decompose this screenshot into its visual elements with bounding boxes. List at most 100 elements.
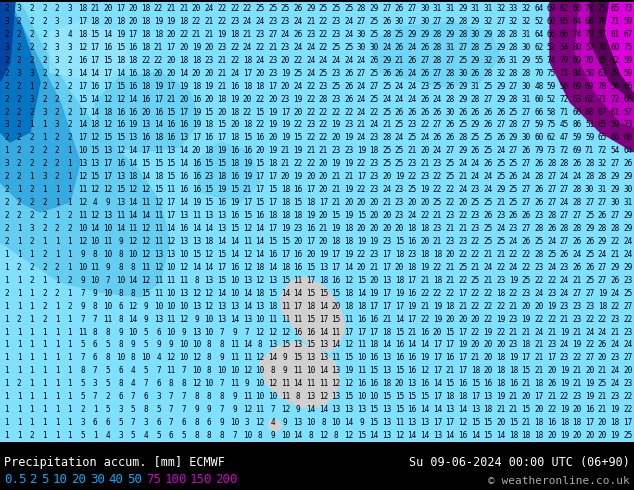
Text: 18: 18 [319,276,328,285]
Text: 16: 16 [294,263,302,272]
Text: 22: 22 [458,276,467,285]
Text: 2: 2 [67,133,72,143]
Text: 15: 15 [306,289,315,298]
Text: 19: 19 [154,17,163,26]
Text: 23: 23 [623,276,632,285]
Text: 28: 28 [573,224,581,233]
Text: 15: 15 [167,159,176,168]
Text: 9: 9 [232,392,237,401]
Text: 24: 24 [370,121,378,129]
Text: 20: 20 [534,405,543,414]
Text: 25: 25 [256,4,264,13]
Text: 2: 2 [42,302,47,311]
Text: 2: 2 [29,147,34,155]
Text: 28: 28 [458,17,467,26]
Text: 21: 21 [420,159,429,168]
Text: 14: 14 [129,315,138,323]
Text: 21: 21 [560,315,569,323]
Text: 200: 200 [216,473,238,486]
Text: 14: 14 [167,224,176,233]
Text: 62: 62 [585,95,594,103]
Text: 20: 20 [332,302,340,311]
Text: 27: 27 [560,237,569,246]
Text: 21: 21 [534,341,543,349]
Text: 78: 78 [611,69,619,78]
Text: 18: 18 [382,379,391,388]
Text: 18: 18 [420,224,429,233]
Text: 14: 14 [319,367,328,375]
Text: 2: 2 [16,315,22,323]
Text: 8: 8 [131,289,136,298]
Text: 14: 14 [179,198,188,207]
Text: 14: 14 [382,341,391,349]
Text: 29: 29 [471,17,480,26]
Text: 29: 29 [496,43,505,52]
Text: 1: 1 [29,315,34,323]
Text: 24: 24 [357,133,366,143]
Text: 29: 29 [484,30,493,39]
Text: 22: 22 [319,17,328,26]
Text: 15: 15 [154,185,163,194]
Text: 26: 26 [382,17,391,26]
Text: 5: 5 [80,392,85,401]
Text: 11: 11 [141,198,150,207]
Text: 1: 1 [16,367,22,375]
Text: 9: 9 [283,418,288,427]
Text: 28: 28 [471,95,480,103]
Text: 20: 20 [357,263,366,272]
Text: 13: 13 [306,353,315,363]
Text: 18: 18 [522,431,531,440]
Text: 18: 18 [78,4,87,13]
Text: 8: 8 [80,367,85,375]
Text: 31: 31 [471,82,480,91]
Text: 62: 62 [534,43,543,52]
Text: 65: 65 [560,17,569,26]
Text: 15: 15 [281,341,290,349]
Text: 4: 4 [105,431,110,440]
Text: 7: 7 [219,327,224,337]
Text: 26: 26 [573,159,581,168]
Text: 14: 14 [433,405,442,414]
Text: 25: 25 [484,198,493,207]
Text: 8: 8 [194,418,199,427]
Text: 31: 31 [598,185,607,194]
Text: 11: 11 [294,315,302,323]
Text: 15: 15 [281,276,290,285]
Text: 26: 26 [433,107,442,117]
Text: 17: 17 [78,133,87,143]
Text: 13: 13 [243,276,252,285]
Text: 25: 25 [509,185,518,194]
Text: 2: 2 [16,263,22,272]
Text: 25: 25 [471,276,480,285]
Text: 22: 22 [547,276,556,285]
Text: 26: 26 [344,95,353,103]
Text: 66: 66 [623,82,632,91]
Text: 26: 26 [509,211,518,220]
Text: 17: 17 [154,95,163,103]
Text: 12: 12 [141,250,150,259]
Text: 19: 19 [268,121,277,129]
Text: 27: 27 [623,302,632,311]
Text: 20: 20 [205,69,214,78]
Text: 14: 14 [179,159,188,168]
Text: 13: 13 [192,327,201,337]
Text: 30: 30 [522,43,531,52]
Text: 26: 26 [446,82,455,91]
Text: 22: 22 [585,341,594,349]
Text: 17: 17 [103,172,112,181]
Text: 17: 17 [192,133,201,143]
Text: 25: 25 [471,198,480,207]
Text: 8: 8 [207,431,212,440]
Text: 3: 3 [118,431,123,440]
Text: 2: 2 [29,211,34,220]
Text: 21: 21 [382,315,391,323]
Text: 26: 26 [534,159,543,168]
Text: 2: 2 [4,69,9,78]
Text: 17: 17 [534,392,543,401]
Text: 17: 17 [547,353,556,363]
Text: 8: 8 [118,263,123,272]
Text: 14: 14 [141,172,150,181]
Text: 5: 5 [181,431,186,440]
Text: 2: 2 [16,95,22,103]
Text: 24: 24 [585,327,594,337]
